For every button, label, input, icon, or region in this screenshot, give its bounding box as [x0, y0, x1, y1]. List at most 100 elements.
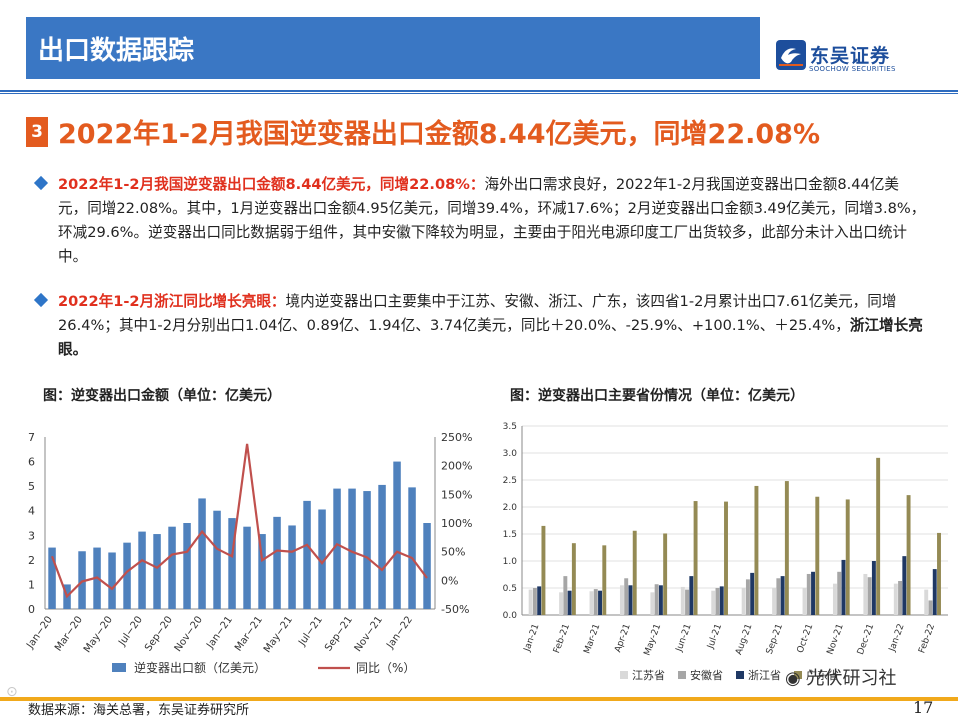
bar [871, 561, 876, 615]
bar [680, 586, 685, 615]
legend-label-bar: 逆变器出口额（亿美元） [134, 660, 266, 675]
y-tick-label: 3.0 [503, 449, 518, 459]
bar [772, 588, 777, 615]
x-tick-label: Jan−22 [384, 614, 415, 651]
y-tick-label: 3.5 [503, 422, 517, 432]
bar [228, 518, 236, 609]
x-tick-label: Apr-21 [613, 623, 633, 654]
bar [108, 552, 116, 609]
bar [650, 592, 655, 615]
bar [243, 526, 251, 609]
bar [571, 543, 576, 615]
bullet-item-1: 2022年1-2月我国逆变器出口金额8.44亿美元，同增22.08%：海外出口需… [33, 173, 926, 269]
bar [183, 523, 191, 609]
bar [602, 545, 607, 615]
x-tick-label: Jan−20 [24, 614, 55, 651]
bar [213, 510, 221, 609]
bar [619, 585, 624, 615]
x-tick-label: Jan−21 [204, 614, 235, 651]
bar [928, 600, 933, 615]
bar [902, 556, 907, 615]
bar [863, 573, 868, 615]
y-tick-label: 2.5 [503, 476, 517, 486]
page-number: 17 [913, 698, 934, 717]
bullet-lead: 2022年1-2月我国逆变器出口金额8.44亿美元，同增22.08%： [58, 176, 485, 193]
export-amount-chart: 01234567-50%0%50%100%150%200%250%Jan−20M… [24, 431, 472, 675]
bar [937, 532, 941, 615]
x-tick-label: Dec-21 [856, 623, 876, 657]
x-tick-label: Jul-21 [706, 623, 724, 651]
y-tick-label: 1.5 [503, 530, 517, 540]
legend-swatch-bar [112, 663, 126, 672]
x-tick-label: Jun-21 [674, 623, 694, 654]
bar [724, 501, 728, 615]
x-tick-label: May-21 [643, 623, 664, 658]
bar [258, 534, 266, 609]
bar [348, 488, 356, 609]
bar [624, 578, 629, 615]
bullet-body: 境内逆变器出口主要集中于江苏、安徽、浙江、广东，该四省1-2月累计出口7.61亿… [58, 293, 897, 334]
bar [876, 457, 881, 615]
header-divider [0, 90, 958, 92]
y-tick-label: 0.5 [503, 584, 517, 594]
brand-logo: 东吴证券 SOOCHOW SECURITIES [776, 40, 916, 80]
bar [741, 588, 746, 615]
y-tick-label-left: 5 [28, 480, 35, 493]
bullet-lead: 2022年1-2月浙江同比增长亮眼： [58, 293, 286, 310]
bullet-item-2: 2022年1-2月浙江同比增长亮眼：境内逆变器出口主要集中于江苏、安徽、浙江、广… [33, 290, 926, 362]
y-tick-label-left: 3 [28, 529, 35, 542]
legend-swatch [678, 671, 686, 679]
bar [898, 580, 903, 615]
bar [893, 583, 898, 615]
y-tick-label: 2.0 [503, 503, 518, 513]
x-tick-label: Mar−21 [233, 614, 265, 653]
legend-label: 江苏省 [632, 669, 665, 682]
bar [408, 487, 416, 609]
bar [632, 530, 637, 615]
bar [378, 484, 386, 609]
x-tick-label: Nov−20 [173, 614, 205, 654]
y-tick-label-left: 2 [28, 554, 35, 567]
bar [567, 590, 572, 615]
bar [541, 525, 546, 615]
section-number: 3 [26, 117, 48, 147]
x-tick-label: Aug-21 [734, 623, 754, 657]
y-tick-label-left: 7 [28, 431, 35, 444]
bar [393, 461, 401, 609]
x-tick-label: Nov-21 [825, 623, 845, 657]
bar [932, 569, 937, 615]
y-tick-label-left: 1 [28, 578, 35, 591]
y-tick-label-right: 0% [441, 574, 458, 587]
bar [685, 589, 690, 615]
bar [784, 481, 789, 615]
bar [715, 588, 720, 615]
y-tick-label-right: 100% [441, 517, 472, 530]
y-tick-label-left: 6 [28, 456, 35, 469]
logo-subtitle: SOOCHOW SECURITIES [809, 65, 896, 73]
y-tick-label-left: 4 [28, 505, 35, 518]
bar [658, 585, 663, 615]
bullet-body: 海外出口需求良好，2022年1-2月我国逆变器出口金额8.44亿美元，同增22.… [58, 176, 926, 265]
bar [832, 583, 837, 615]
bar [806, 573, 811, 615]
legend-label: 浙江省 [748, 669, 781, 682]
header-divider-thin [0, 93, 958, 94]
soochow-logo-icon [776, 40, 806, 70]
bar [628, 585, 633, 615]
legend-swatch [620, 671, 628, 679]
bar [776, 578, 781, 615]
province-export-chart: 0.0 0.5 1.0 1.5 2.0 2.5 3.0 3.5 Jan-21 Feb-21 Mar-… [503, 422, 948, 682]
bar [711, 590, 716, 615]
diamond-bullet-icon [33, 292, 49, 308]
y-tick-label: 0.0 [503, 611, 518, 621]
bar [754, 485, 759, 615]
bar [168, 526, 176, 609]
bar [689, 576, 694, 615]
bar [598, 590, 602, 615]
bar [693, 501, 698, 615]
right-chart-title: 图：逆变器出口主要省份情况（单位：亿美元） [510, 388, 804, 404]
bar [815, 496, 820, 615]
y-tick-label-right: 200% [441, 460, 472, 473]
x-tick-label: Feb-22 [917, 623, 937, 655]
bar [663, 533, 668, 615]
